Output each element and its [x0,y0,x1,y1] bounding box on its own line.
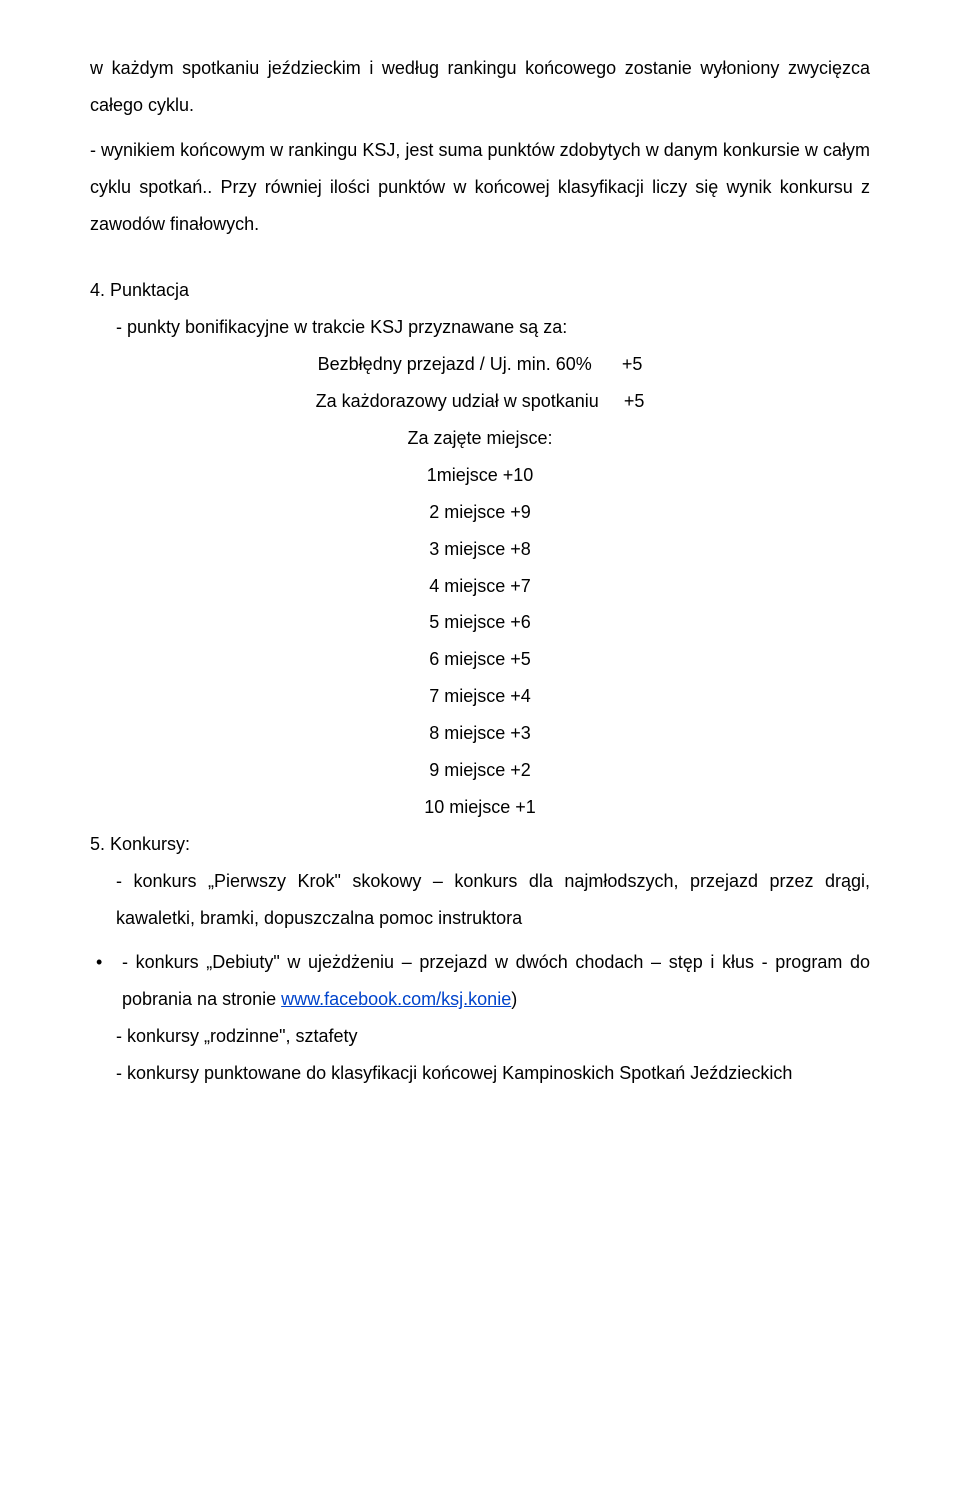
place-row: 5 miejsce +6 [90,604,870,641]
section-4-title: 4. Punktacja [90,272,870,309]
konkurs-item-4: - konkursy punktowane do klasyfikacji ko… [90,1055,870,1092]
konkurs-item-2-text: - konkurs „Debiuty" w ujeżdżeniu – przej… [122,944,870,1018]
place-row: 2 miejsce +9 [90,494,870,531]
section-4: 4. Punktacja - punkty bonifikacyjne w tr… [90,272,870,825]
bonus-row-1: Bezbłędny przejazd / Uj. min. 60% +5 [90,346,870,383]
bonus-val-2 [599,383,624,420]
place-row: 7 miejsce +4 [90,678,870,715]
places-title: Za zajęte miejsce: [90,420,870,457]
bullet-icon: • [90,944,122,981]
konkurs-item-1: - konkurs „Pierwszy Krok" skokowy – konk… [90,863,870,937]
place-row: 1miejsce +10 [90,457,870,494]
bonus-val-1 [592,346,622,383]
konkurs-2-post: ) [511,989,517,1009]
konkurs-item-2: • - konkurs „Debiuty" w ujeżdżeniu – prz… [90,944,870,1018]
bonus-row-2: Za każdorazowy udział w spotkaniu +5 [90,383,870,420]
bonus-label-1: Bezbłędny przejazd / Uj. min. 60% [318,346,592,383]
paragraph-1: w każdym spotkaniu jeździeckim i według … [90,50,870,124]
section-4-subtitle: - punkty bonifikacyjne w trakcie KSJ prz… [90,309,870,346]
place-row: 4 miejsce +7 [90,568,870,605]
konkurs-item-3: - konkursy „rodzinne", sztafety [90,1018,870,1055]
place-row: 6 miejsce +5 [90,641,870,678]
bonus-points-2: +5 [624,383,645,420]
bonus-points-1: +5 [622,346,643,383]
section-5-title: 5. Konkursy: [90,826,870,863]
paragraph-2: - wynikiem końcowym w rankingu KSJ, jest… [90,132,870,243]
place-row: 8 miejsce +3 [90,715,870,752]
place-row: 3 miejsce +8 [90,531,870,568]
facebook-link[interactable]: www.facebook.com/ksj.konie [281,989,511,1009]
place-row: 10 miejsce +1 [90,789,870,826]
bonus-label-2: Za każdorazowy udział w spotkaniu [316,383,599,420]
document-page: w każdym spotkaniu jeździeckim i według … [0,0,960,1160]
place-row: 9 miejsce +2 [90,752,870,789]
